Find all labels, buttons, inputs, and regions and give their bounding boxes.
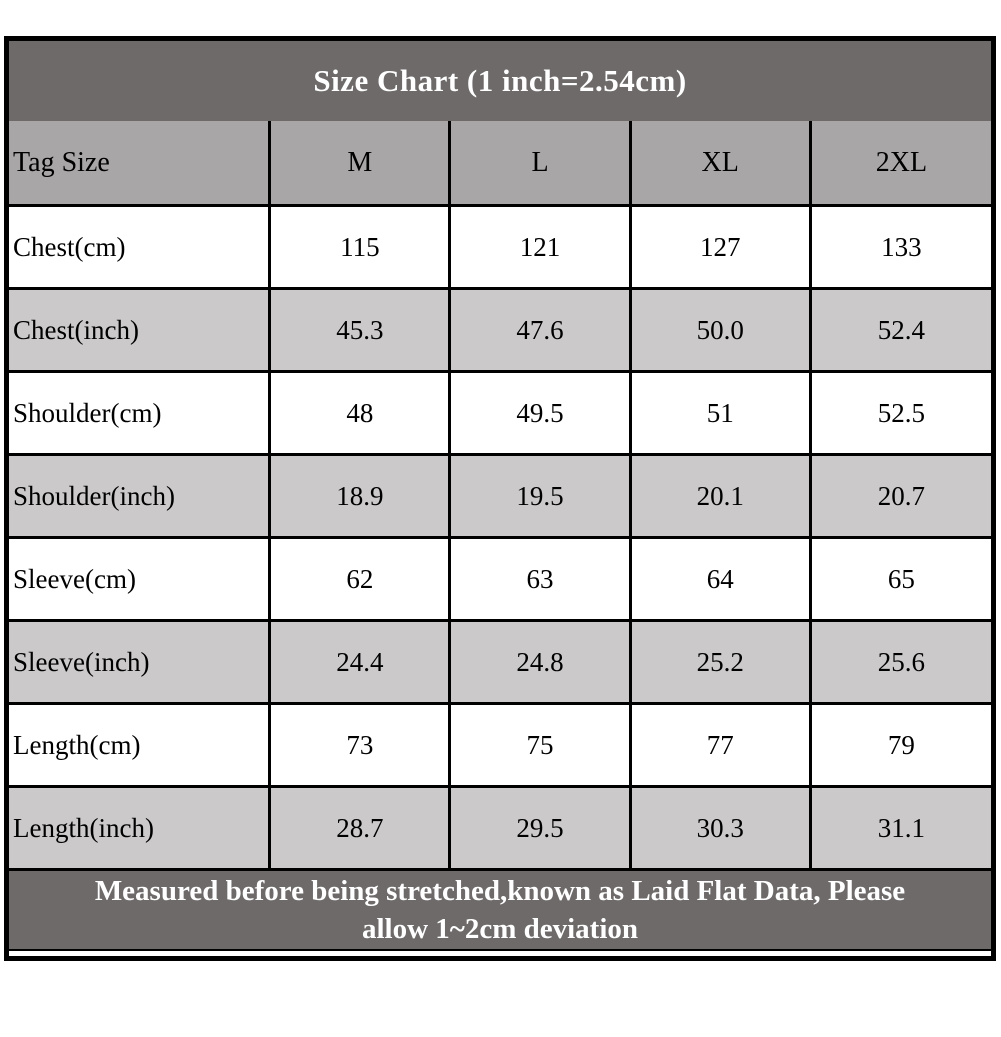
cell-value: 50.0 xyxy=(628,290,809,370)
table-row-shoulder-inch: Shoulder(inch) 18.9 19.5 20.1 20.7 xyxy=(9,453,991,536)
cell-value: 133 xyxy=(808,207,991,287)
cell-value: 75 xyxy=(448,705,628,785)
cell-value: 47.6 xyxy=(448,290,628,370)
table-title: Size Chart (1 inch=2.54cm) xyxy=(9,41,991,121)
cell-value: 62 xyxy=(268,539,448,619)
row-label: Sleeve(inch) xyxy=(13,646,150,677)
cell-value: 18.9 xyxy=(268,456,448,536)
cell-value: 52.5 xyxy=(808,373,991,453)
table-row-shoulder-cm: Shoulder(cm) 48 49.5 51 52.5 xyxy=(9,370,991,453)
cell-value: 63 xyxy=(448,539,628,619)
table-row-sleeve-cm: Sleeve(cm) 62 63 64 65 xyxy=(9,536,991,619)
cell-value: 79 xyxy=(808,705,991,785)
row-label: Length(inch) xyxy=(13,812,154,843)
size-chart-table: Size Chart (1 inch=2.54cm) Tag Size M L … xyxy=(4,36,996,961)
row-label: Length(cm) xyxy=(13,729,141,760)
header-tag-size: Tag Size xyxy=(13,146,110,178)
cell-value: 31.1 xyxy=(808,788,991,868)
cell-value: 45.3 xyxy=(268,290,448,370)
header-size-m: M xyxy=(268,121,448,204)
header-size-2xl: 2XL xyxy=(808,121,991,204)
header-size-xl: XL xyxy=(628,121,809,204)
table-row-chest-inch: Chest(inch) 45.3 47.6 50.0 52.4 xyxy=(9,287,991,370)
table-row-length-cm: Length(cm) 73 75 77 79 xyxy=(9,702,991,785)
table-row-sleeve-inch: Sleeve(inch) 24.4 24.8 25.2 25.6 xyxy=(9,619,991,702)
row-label: Chest(cm) xyxy=(13,231,126,262)
row-label: Shoulder(cm) xyxy=(13,397,162,428)
footer-note-line1: Measured before being stretched,known as… xyxy=(94,875,906,907)
cell-value: 28.7 xyxy=(268,788,448,868)
cell-value: 30.3 xyxy=(628,788,809,868)
cell-value: 29.5 xyxy=(448,788,628,868)
header-size-l: L xyxy=(448,121,628,204)
cell-value: 20.1 xyxy=(628,456,809,536)
cell-value: 65 xyxy=(808,539,991,619)
cell-value: 73 xyxy=(268,705,448,785)
cell-value: 24.4 xyxy=(268,622,448,702)
cell-value: 121 xyxy=(448,207,628,287)
cell-value: 49.5 xyxy=(448,373,628,453)
cell-value: 48 xyxy=(268,373,448,453)
cell-value: 77 xyxy=(628,705,809,785)
cell-value: 51 xyxy=(628,373,809,453)
table-row-chest-cm: Chest(cm) 115 121 127 133 xyxy=(9,204,991,287)
cell-value: 127 xyxy=(628,207,809,287)
row-label: Chest(inch) xyxy=(13,314,139,345)
cell-value: 20.7 xyxy=(808,456,991,536)
row-label: Sleeve(cm) xyxy=(13,563,136,594)
cell-value: 115 xyxy=(268,207,448,287)
cell-value: 64 xyxy=(628,539,809,619)
footer-note: Measured before being stretched,known as… xyxy=(9,868,991,951)
cell-value: 19.5 xyxy=(448,456,628,536)
header-row: Tag Size M L XL 2XL xyxy=(9,121,991,204)
bottom-divider xyxy=(9,951,991,956)
cell-value: 25.6 xyxy=(808,622,991,702)
cell-value: 25.2 xyxy=(628,622,809,702)
cell-value: 24.8 xyxy=(448,622,628,702)
cell-value: 52.4 xyxy=(808,290,991,370)
table-row-length-inch: Length(inch) 28.7 29.5 30.3 31.1 xyxy=(9,785,991,868)
row-label: Shoulder(inch) xyxy=(13,480,175,511)
footer-note-line2: allow 1~2cm deviation xyxy=(361,913,639,945)
